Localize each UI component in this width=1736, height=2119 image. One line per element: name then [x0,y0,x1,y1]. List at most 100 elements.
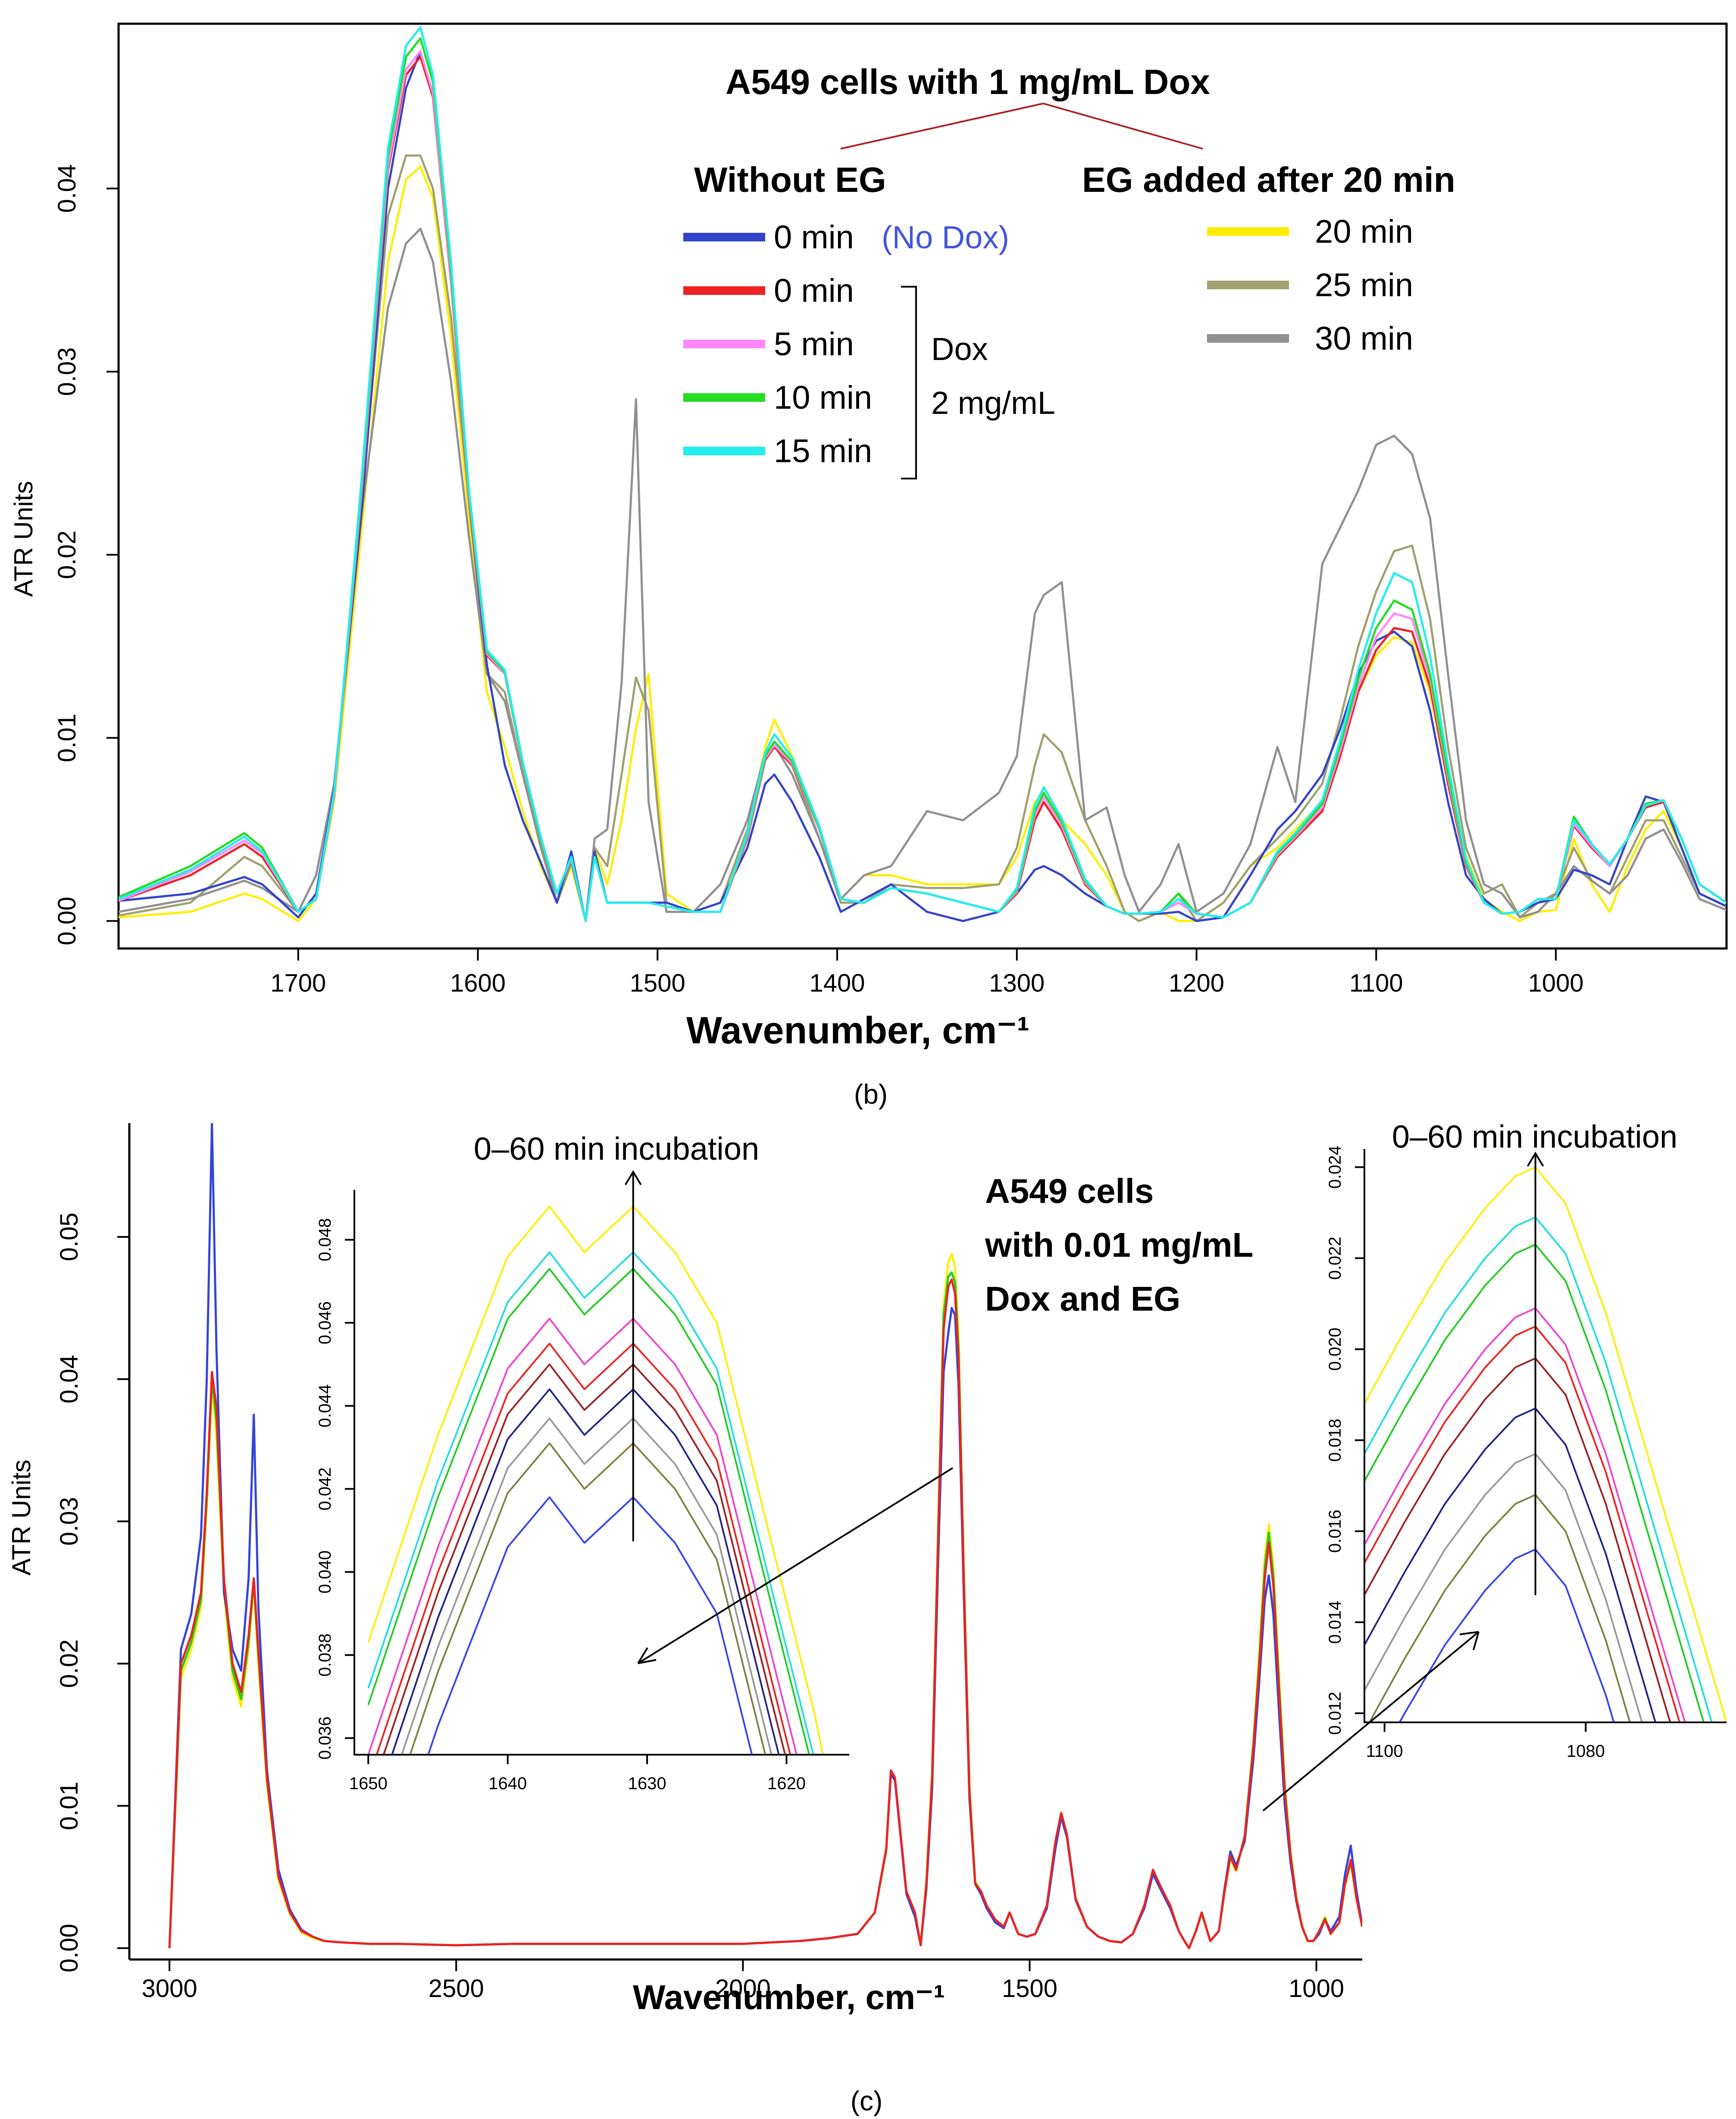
inset-trend-arrow-head [625,1170,642,1186]
panel-c-x-tick-label: 1500 [1002,1975,1057,2003]
panel-b-x-tick-label: 1500 [630,969,685,997]
panel-b-title: A549 cells with 1 mg/mL Dox [726,63,1210,102]
inset-1-ticks: 1650 1640 1630 1620 0.036 0.038 0.040 0.042 0.04… [316,1218,806,1793]
panel-c-x-tick-label: 3000 [142,1975,197,2003]
panel-c-x-tick-label: 2000 [715,1975,771,2003]
inset-2-trend-arrow [1526,1152,1544,1595]
inset-2-axes [1364,1149,1727,1723]
inset-1-trend-arrow [625,1170,642,1541]
panel-b-x-axis-label: Wavenumber, cm⁻¹ [686,1009,1029,1052]
inset-2-ticks: 1100 1080 0.012 0.014 0.016 0.018 0.020 0.022 0.… [1326,1146,1605,1761]
panel-b-series-line [119,37,1727,922]
panel-b-y-tick-label: 0.04 [53,164,81,213]
inset-y-tick-label: 0.016 [1326,1510,1345,1553]
inset-x-tick-label: 1640 [488,1774,527,1793]
inset-y-tick-label: 0.044 [316,1384,335,1427]
panel-b-x-tick-label: 1300 [989,969,1045,997]
pointer-arrowhead-amide [637,1647,657,1664]
panel-b-series-line [119,26,1727,922]
panel-b-y-axis-label: ATR Units [9,481,38,597]
legend-label: 10 min [774,379,872,416]
panel-b-x-axis: 1700 1600 1500 1400 1300 1200 1100 1000 [270,948,1584,997]
panel-b-y-tick-label: 0.02 [53,530,81,579]
legend-label: 5 min [774,326,854,363]
inset-2-title: 0–60 min incubation [1392,1119,1677,1155]
inset-y-tick-label: 0.042 [316,1467,335,1510]
inset-y-tick-label: 0.018 [1326,1419,1345,1462]
pointer-arrow-1085 [1262,1631,1480,1812]
panel-b-x-tick-label: 1400 [810,969,865,997]
panel-c-y-tick-label: 0.01 [55,1781,83,1830]
inset-y-tick-label: 0.048 [316,1218,335,1261]
panel-c-title-line-2: with 0.01 mg/mL [985,1226,1253,1264]
inset-x-tick-label: 1630 [628,1774,666,1793]
panel-c-y-tick-label: 0.03 [55,1497,83,1546]
inset-amide-band: 1650 1640 1630 1620 0.036 0.038 0.040 0.042 0.04… [316,1131,849,1793]
panel-c-title-line-3: Dox and EG [985,1280,1180,1318]
legend-group-eg-added: EG added after 20 min [1082,160,1455,200]
panel-b-legend: 0 min 0 min 5 min 10 min 15 min (No Dox) 20 mi… [683,213,1413,469]
pointer-arrow-amide [637,1467,954,1664]
inset-trend-arrow-head [1526,1152,1544,1167]
panel-b-x-tick-label: 1200 [1169,969,1224,997]
inset-y-tick-label: 0.022 [1326,1236,1345,1280]
inset-x-tick-label: 1650 [349,1774,388,1793]
inset-y-tick-label: 0.014 [1326,1601,1345,1644]
panel-c-caption: (c) [851,2085,883,2116]
panel-b-y-tick-label: 0.01 [53,714,81,762]
panel-b-x-tick-label: 1000 [1528,969,1584,997]
panel-b-series-line [119,228,1727,922]
legend-label: 15 min [774,433,872,469]
panel-c-y-tick-label: 0.04 [55,1355,83,1403]
panel-c-y-axis-label: ATR Units [7,1460,36,1576]
legend-label: 0 min [774,272,854,309]
panel-b-x-tick-label: 1600 [450,969,506,997]
panel-c-x-axis: 3000 2500 2000 1500 1000 [142,1959,1344,2003]
panel-b-series-line [119,165,1727,922]
legend-connector-left [840,103,1044,150]
inset-x-tick-label: 1620 [767,1774,806,1793]
pointer-arrowhead-1085 [1459,1631,1480,1650]
inset-y-tick-label: 0.040 [316,1550,335,1593]
legend-no-dox-note: (No Dox) [882,219,1009,255]
panel-b-plot-frame [117,22,1728,950]
panel-c-x-axis-label: Wavenumber, cm⁻¹ [633,1978,945,2016]
panel-c-x-tick-label: 2500 [429,1975,484,2003]
panel-b-series-line [119,50,1727,922]
inset-1-title: 0–60 min incubation [474,1131,759,1167]
inset-y-tick-label: 0.020 [1326,1327,1345,1371]
legend-dox-concentration: 2 mg/mL [931,385,1055,421]
legend-connector-right [1043,103,1203,150]
panel-c: 3000 2500 2000 1500 1000 0.000.010.020.030.0… [7,1119,1727,2116]
panel-b-y-tick-label: 0.03 [53,347,81,396]
panel-c-title-line-1: A549 cells [985,1172,1154,1210]
panel-c-series-group [168,1123,1362,1950]
inset-1085-band: 1100 1080 0.012 0.014 0.016 0.018 0.020 0.022 0.… [1326,1119,1727,1761]
legend-label: 30 min [1315,320,1413,357]
inset-x-tick-label: 1100 [1366,1742,1403,1761]
inset-y-tick-label: 0.038 [316,1634,335,1677]
legend-label: 20 min [1315,213,1413,250]
legend-dox-label: Dox [931,331,988,367]
inset-y-tick-label: 0.024 [1326,1146,1345,1189]
legend-dox-bracket [901,286,917,479]
panel-b-series-line [119,50,1727,922]
panel-c-series-line [168,1278,1362,1950]
panel-c-y-axis: 0.00 0.01 0.02 0.03 0.04 0.05 [55,1213,129,1972]
panel-b-x-tick-label: 1100 [1349,969,1403,997]
panel-c-y-tick-label: 0.05 [55,1213,83,1261]
panel-c-y-tick-label: 0.02 [55,1639,83,1688]
legend-label: 25 min [1315,267,1413,304]
inset-y-tick-label: 0.036 [316,1716,335,1759]
panel-b-y-axis: 0.00 0.01 0.02 0.03 0.04 [53,164,119,945]
panel-c-x-tick-label: 1000 [1289,1975,1344,2003]
inset-2-background [1364,1149,1727,1722]
panel-c-y-tick-label: 0.00 [55,1924,83,1972]
panel-b-caption: (b) [854,1079,888,1110]
inset-1-axes [353,1190,849,1756]
inset-y-tick-label: 0.012 [1326,1692,1345,1735]
panel-b-series-group [119,26,1727,922]
inset-y-tick-label: 0.046 [316,1301,335,1344]
inset-x-tick-label: 1080 [1567,1742,1605,1761]
